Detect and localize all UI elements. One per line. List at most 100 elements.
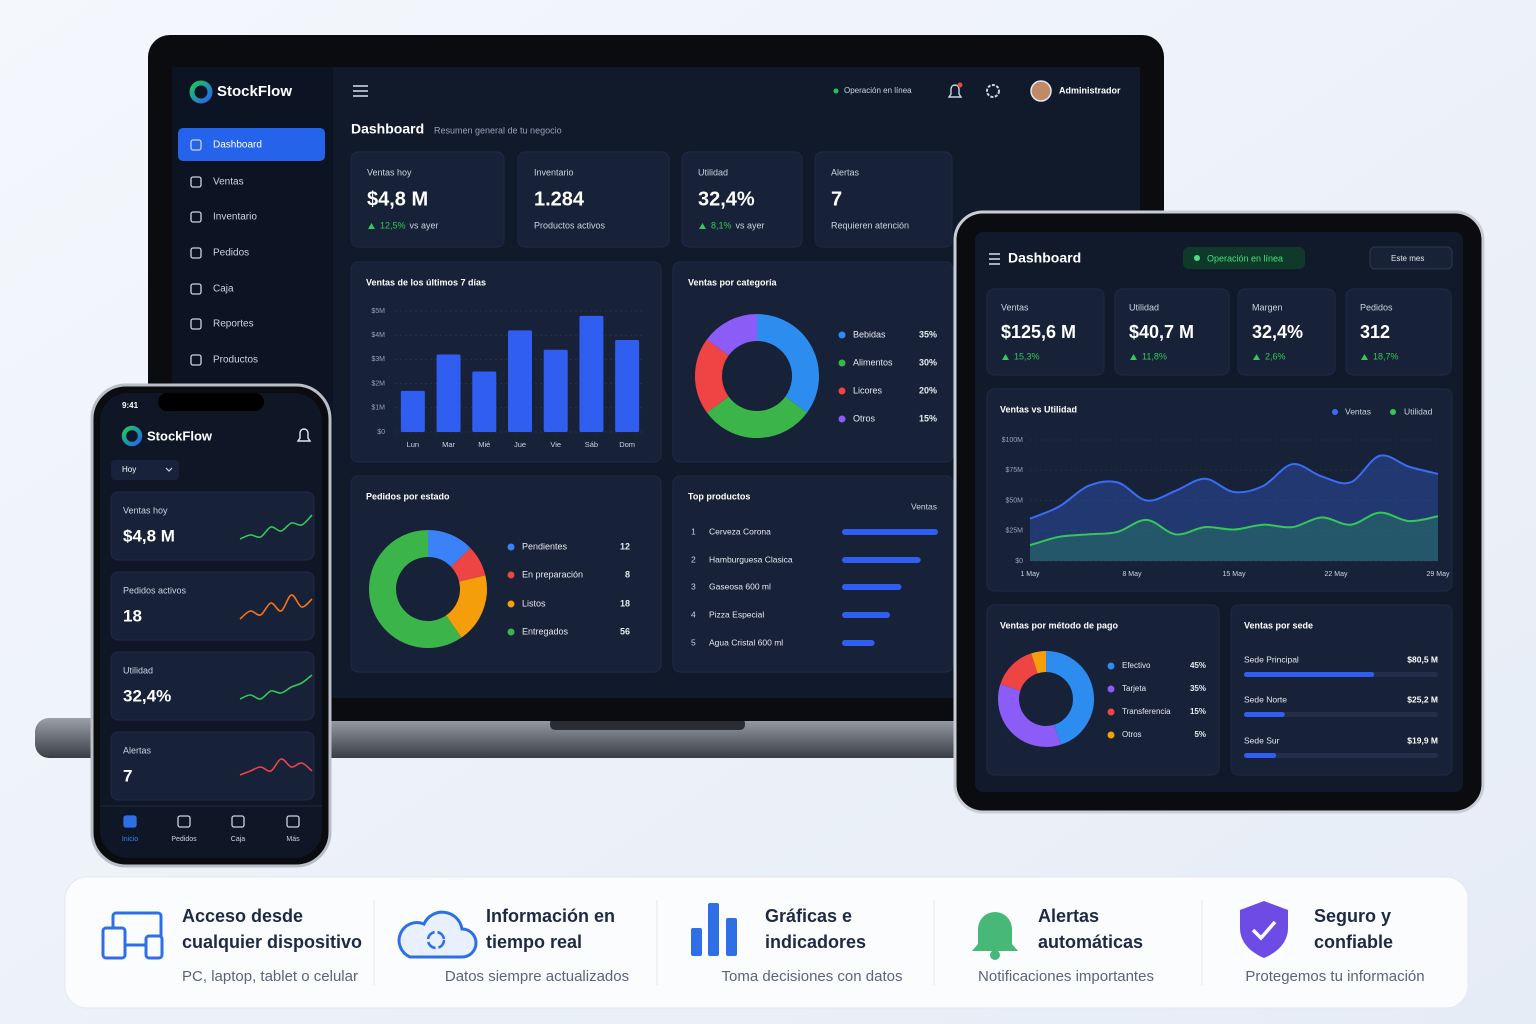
x-tick-label: 29 May xyxy=(1427,571,1450,578)
sync-icon xyxy=(426,930,446,950)
feature-title: tiempo real xyxy=(486,932,582,952)
legend-value: 12 xyxy=(620,541,630,551)
period-select[interactable] xyxy=(111,460,179,480)
nav-icon xyxy=(190,176,202,188)
legend-dot xyxy=(507,543,515,551)
feature-text: Protegemos tu información xyxy=(1245,968,1424,985)
status-time: 9:41 xyxy=(122,401,139,410)
shield-icon xyxy=(1240,901,1288,958)
bar xyxy=(472,371,497,432)
donut-segment xyxy=(756,314,819,413)
x-tick-label: 1 May xyxy=(1020,571,1040,578)
nav-icon xyxy=(190,247,202,259)
user-name[interactable]: Administrador xyxy=(1059,85,1121,95)
feature-title: confiable xyxy=(1314,932,1393,952)
product-name: Pizza Especial xyxy=(709,609,764,619)
legend-dot xyxy=(838,359,846,367)
product-name: Agua Cristal 600 ml xyxy=(709,637,783,647)
bar xyxy=(1244,672,1375,677)
features-panel xyxy=(64,876,1469,1009)
legend-value: 35% xyxy=(1190,684,1206,693)
legend-dot xyxy=(507,600,515,608)
nav-item[interactable]: Productos xyxy=(213,355,258,366)
nav-label[interactable]: Pedidos xyxy=(171,836,197,843)
branch-value: $80,5 M xyxy=(1407,654,1438,664)
menu-icon[interactable] xyxy=(353,85,368,97)
sparkline xyxy=(239,594,313,620)
nav-item[interactable]: Ventas xyxy=(213,177,244,188)
kpi-value: 312 xyxy=(1360,322,1390,342)
kpi-card xyxy=(350,151,505,248)
bar xyxy=(842,529,938,535)
legend-label: Entregados xyxy=(522,626,569,636)
nav-item[interactable]: Inventario xyxy=(213,212,257,223)
area xyxy=(1030,455,1438,561)
nav-label[interactable]: Caja xyxy=(231,836,246,843)
feature-title: Información en xyxy=(486,906,615,926)
nav-icon[interactable] xyxy=(231,815,245,828)
feature-title: Seguro y xyxy=(1314,906,1391,926)
metric-value: 32,4% xyxy=(123,686,171,705)
y-tick-label: $1M xyxy=(371,405,385,412)
area xyxy=(1030,512,1438,561)
product-name: Hamburguesa Clasica xyxy=(709,554,793,564)
nav-icon[interactable] xyxy=(177,815,191,828)
nav-item[interactable]: Caja xyxy=(213,284,234,295)
kpi-value: $4,8 M xyxy=(367,188,428,210)
kpi-label: Margen xyxy=(1252,302,1283,312)
kpi-card xyxy=(1237,288,1336,376)
bar-track xyxy=(1244,753,1438,758)
chart-title: Ventas vs Utilidad xyxy=(1000,404,1077,414)
legend-value: 8 xyxy=(625,569,630,579)
bell-icon[interactable] xyxy=(947,84,963,98)
rank: 4 xyxy=(691,609,696,619)
kpi-value: $125,6 M xyxy=(1001,322,1076,342)
legend-label: Otros xyxy=(1122,730,1142,739)
y-tick-label: $100M xyxy=(1002,437,1024,444)
status-dot xyxy=(1194,255,1200,261)
kpi-label: Inventario xyxy=(534,167,574,177)
kpi-label: Ventas xyxy=(1001,302,1029,312)
donut-segment xyxy=(445,575,487,638)
donut-segment xyxy=(450,547,486,583)
y-tick-label: $4M xyxy=(371,332,385,339)
x-tick-label: Mié xyxy=(478,440,490,449)
period[interactable]: Hoy xyxy=(122,465,136,474)
donut-segment xyxy=(706,314,758,357)
feature-text: Notificaciones importantes xyxy=(978,968,1154,985)
nav-label[interactable]: Más xyxy=(286,836,300,843)
branch-name: Sede Principal xyxy=(1244,654,1299,664)
legend-value: 15% xyxy=(919,413,937,423)
kpi-delta: 15,3% xyxy=(1014,351,1040,361)
metric-label: Ventas hoy xyxy=(123,505,168,515)
kpi-label: Ventas hoy xyxy=(367,167,412,177)
bar xyxy=(543,349,568,432)
status: Operación en línea xyxy=(1207,253,1283,263)
kpi-delta: 12,5% xyxy=(380,220,406,230)
legend-label: Bebidas xyxy=(853,329,886,339)
nav-icon[interactable] xyxy=(286,815,300,828)
nav-item[interactable]: Reportes xyxy=(213,319,254,330)
kpi-card xyxy=(986,288,1105,376)
avatar[interactable] xyxy=(1030,80,1052,102)
x-tick-label: Vie xyxy=(550,440,561,449)
product-name: Cerveza Corona xyxy=(709,526,771,536)
chart-title: Ventas de los últimos 7 días xyxy=(366,277,486,287)
tablet-menu-icon[interactable] xyxy=(989,253,1000,265)
sparkline xyxy=(239,674,313,700)
phone-bell[interactable] xyxy=(296,428,312,442)
brand: StockFlow xyxy=(147,428,213,443)
period-select[interactable] xyxy=(1369,246,1453,270)
period[interactable]: Este mes xyxy=(1391,254,1424,263)
nav-icon xyxy=(190,318,202,330)
nav-icon[interactable] xyxy=(123,815,137,828)
nav-item[interactable]: Dashboard xyxy=(213,140,262,151)
settings-icon[interactable] xyxy=(986,84,1000,98)
y-tick-label: $2M xyxy=(371,380,385,387)
nav-label[interactable]: Inicio xyxy=(122,836,138,843)
chart-title: Top productos xyxy=(688,491,750,501)
nav-active[interactable] xyxy=(178,128,325,161)
nav-item[interactable]: Pedidos xyxy=(213,248,249,259)
bell-badge xyxy=(957,82,963,88)
